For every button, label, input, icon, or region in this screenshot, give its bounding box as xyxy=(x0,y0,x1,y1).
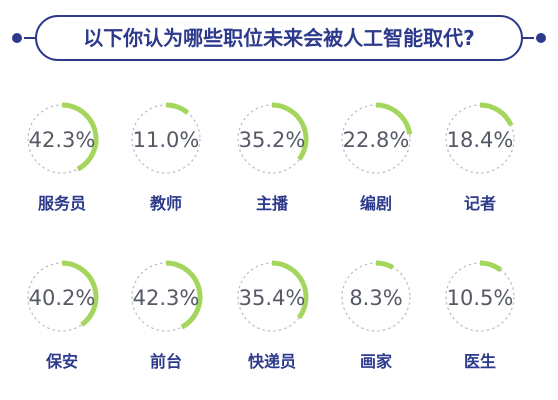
donut-value: 35.2% xyxy=(239,128,306,152)
donut-arc xyxy=(479,260,503,273)
donut-label: 医生 xyxy=(464,352,496,371)
donut-item: 35.4% 快递员 xyxy=(237,260,309,371)
donut-label: 画家 xyxy=(360,352,393,371)
donut-label: 记者 xyxy=(464,194,496,213)
donut-arc xyxy=(375,260,395,270)
donut-label: 编剧 xyxy=(360,194,392,213)
donut-label: 主播 xyxy=(256,194,289,213)
chart-title: 以下你认为哪些职位未来会被人工智能取代? xyxy=(83,26,475,50)
donut-value: 40.2% xyxy=(29,286,96,310)
donut-label: 保安 xyxy=(45,352,78,371)
donut-item: 35.2% 主播 xyxy=(237,102,309,213)
donut-label: 服务员 xyxy=(38,194,86,213)
donut-item: 22.8% 编剧 xyxy=(341,102,413,213)
banner-right-dot xyxy=(536,33,546,43)
donut-arc xyxy=(271,102,309,161)
banner-left-dot xyxy=(12,33,22,43)
donut-item: 18.4% 记者 xyxy=(445,102,515,213)
donut-item: 40.2% 保安 xyxy=(27,260,99,371)
donut-item: 8.3% 画家 xyxy=(341,260,411,371)
donut-value: 22.8% xyxy=(343,128,410,152)
donut-arc xyxy=(165,260,203,330)
donut-value: 35.4% xyxy=(239,286,306,310)
donut-arc xyxy=(61,260,99,327)
title-banner: 以下你认为哪些职位未来会被人工智能取代? xyxy=(12,15,546,61)
donut-label: 快递员 xyxy=(248,352,296,371)
banner-frame xyxy=(35,15,523,61)
donut-value: 42.3% xyxy=(133,286,200,310)
donut-arc xyxy=(375,102,413,135)
donut-value: 42.3% xyxy=(29,128,96,152)
donut-label: 前台 xyxy=(150,352,182,371)
donut-value: 11.0% xyxy=(133,128,200,152)
donut-value: 8.3% xyxy=(349,286,402,310)
donut-value: 10.5% xyxy=(447,286,514,310)
donut-item: 42.3% 前台 xyxy=(131,260,203,371)
donut-value: 18.4% xyxy=(447,128,514,152)
donut-arc xyxy=(165,102,190,115)
donut-label: 教师 xyxy=(150,194,182,213)
donut-item: 42.3% 服务员 xyxy=(27,102,99,213)
donut-item: 10.5% 医生 xyxy=(445,260,515,371)
donut-grid: 42.3% 服务员 11.0% 教师 35.2% 主播 22.8% 编剧 18.4% 记者 40.2… xyxy=(27,102,515,371)
donut-arc xyxy=(271,260,309,320)
donut-arc xyxy=(61,102,99,172)
donut-arc xyxy=(479,102,514,127)
donut-item: 11.0% 教师 xyxy=(131,102,201,213)
